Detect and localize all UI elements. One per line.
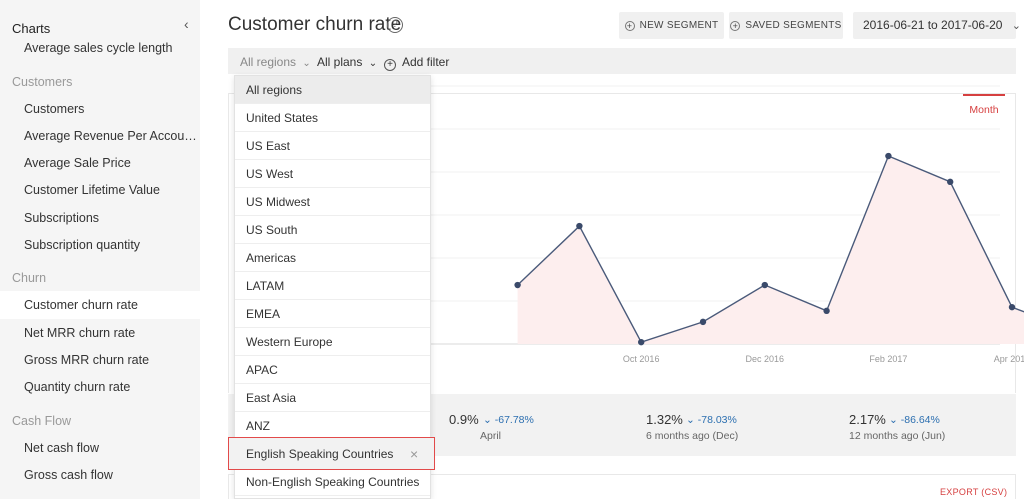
sidebar-item-average-sale-price[interactable]: Average Sale Price xyxy=(24,156,131,170)
dropdown-item-apac[interactable]: APAC xyxy=(235,356,430,384)
chevron-down-icon: ⌄ xyxy=(1011,20,1022,32)
plan-filter[interactable]: All plans ⌄ xyxy=(317,55,377,69)
sidebar-item-net-mrr-churn-rate[interactable]: Net MRR churn rate xyxy=(24,326,136,340)
sidebar-item-gross-cash-flow[interactable]: Gross cash flow xyxy=(24,468,113,482)
saved-segments-button[interactable]: + SAVED SEGMENTS xyxy=(729,12,843,39)
dropdown-item-non-english-speaking-countries[interactable]: Non-English Speaking Countries xyxy=(235,468,430,496)
dropdown-item-east-asia[interactable]: East Asia xyxy=(235,384,430,412)
plus-circle-icon: + xyxy=(384,59,396,71)
plus-circle-icon: + xyxy=(624,21,635,31)
stat-change: ⌄ -86.64% xyxy=(889,414,940,426)
dropdown-item-united-states[interactable]: United States xyxy=(235,104,430,132)
x-tick-label: Dec 2016 xyxy=(746,354,785,364)
data-point xyxy=(1008,303,1016,311)
plan-filter-label: All plans xyxy=(317,55,363,69)
export-csv-button[interactable]: EXPORT (CSV) xyxy=(940,487,1008,497)
stat-label: 6 months ago (Dec) xyxy=(646,430,739,442)
stat-change: ⌄ -78.03% xyxy=(686,414,737,426)
sidebar-item-net-cash-flow[interactable]: Net cash flow xyxy=(24,441,100,455)
date-range-label: 2016-06-21 to 2017-06-20 xyxy=(863,18,1003,32)
chevron-down-icon: ⌄ xyxy=(686,414,695,426)
data-point xyxy=(761,281,768,289)
x-tick-label: Apr 2017 xyxy=(994,354,1024,364)
sidebar-item-gross-mrr-churn-rate[interactable]: Gross MRR churn rate xyxy=(24,353,150,367)
dropdown-item-anz[interactable]: ANZ xyxy=(235,412,430,440)
saved-segments-label: SAVED SEGMENTS xyxy=(745,20,842,31)
region-filter-label: All regions xyxy=(240,55,297,69)
data-point xyxy=(885,152,892,160)
sidebar-item-subscription-quantity[interactable]: Subscription quantity xyxy=(24,238,141,252)
stat-label: 12 months ago (Jun) xyxy=(849,430,946,442)
sidebar-active-highlight xyxy=(0,291,200,319)
stat-change-value: -78.03% xyxy=(697,414,737,426)
new-segment-button[interactable]: + NEW SEGMENT xyxy=(619,12,724,39)
sidebar-item-customer-churn-rate[interactable]: Customer churn rate xyxy=(24,298,138,312)
add-filter-button[interactable]: + Add filter xyxy=(384,55,449,71)
data-point xyxy=(638,338,645,346)
dropdown-item-latam[interactable]: LATAM xyxy=(235,272,430,300)
sidebar-item-customer-lifetime-value[interactable]: Customer Lifetime Value xyxy=(24,183,160,197)
date-range-picker[interactable]: 2016-06-21 to 2017-06-20 ⌄ xyxy=(853,12,1021,39)
dropdown-item-us-east[interactable]: US East xyxy=(235,132,430,160)
dropdown-item-americas[interactable]: Americas xyxy=(235,244,430,272)
sidebar-section-churn: Churn xyxy=(12,271,47,285)
series-line xyxy=(517,155,1024,344)
dropdown-item-us-midwest[interactable]: US Midwest xyxy=(235,188,430,216)
dropdown-item-english-speaking-countries[interactable] xyxy=(228,437,435,470)
x-tick-label: Oct 2016 xyxy=(623,354,660,364)
add-filter-label: Add filter xyxy=(402,55,450,69)
dropdown-item-emea[interactable]: EMEA xyxy=(235,300,430,328)
data-point xyxy=(514,281,521,289)
sidebar-item-customers[interactable]: Customers xyxy=(24,102,85,116)
data-point xyxy=(823,307,830,315)
chevron-down-icon: ⌄ xyxy=(368,58,378,69)
help-icon[interactable]: ? xyxy=(387,17,403,33)
collapse-sidebar-icon[interactable]: ‹ xyxy=(184,16,189,32)
data-point xyxy=(576,222,583,230)
chart-card xyxy=(228,93,1016,393)
dropdown-item-us-west[interactable]: US West xyxy=(235,160,430,188)
stat-change-value: -67.78% xyxy=(494,414,534,426)
sidebar-section-customers: Customers xyxy=(12,75,73,89)
stat-value: 1.32% xyxy=(646,412,683,427)
plus-circle-icon: + xyxy=(730,21,741,31)
filter-bar xyxy=(228,48,1016,74)
area-fill xyxy=(517,156,1024,344)
region-dropdown: All regions United States US East US Wes… xyxy=(234,75,431,499)
dropdown-item-us-south[interactable]: US South xyxy=(235,216,430,244)
stat-value: 0.9% xyxy=(449,412,479,427)
sidebar-item-arpa[interactable]: Average Revenue Per Accou… xyxy=(24,129,197,143)
page-title: Customer churn rate xyxy=(228,14,402,35)
chevron-down-icon: ⌄ xyxy=(302,58,311,69)
dropdown-item-label: English Speaking Countries xyxy=(246,447,394,461)
sidebar-section-cash-flow: Cash Flow xyxy=(12,414,72,428)
sidebar-item-quantity-churn-rate[interactable]: Quantity churn rate xyxy=(24,380,131,394)
sidebar-item-subscriptions[interactable]: Subscriptions xyxy=(24,211,100,225)
sidebar-item-average-sales-cycle-length[interactable]: Average sales cycle length xyxy=(24,41,173,55)
stat-label: April xyxy=(480,430,502,442)
sidebar-header: Charts xyxy=(12,21,51,36)
month-view-tab[interactable]: Month xyxy=(963,94,1005,116)
chevron-down-icon: ⌄ xyxy=(889,414,898,426)
chevron-down-icon: ⌄ xyxy=(483,414,492,426)
data-point xyxy=(699,318,707,326)
sidebar: Charts ‹ Average sales cycle length Cust… xyxy=(0,0,200,499)
dropdown-item-all-regions[interactable]: All regions xyxy=(235,76,430,104)
stat-change-value: -86.64% xyxy=(900,414,940,426)
close-icon[interactable]: × xyxy=(410,446,419,462)
stat-value: 2.17% xyxy=(849,412,886,427)
stat-change: ⌄ -67.78% xyxy=(483,414,534,426)
region-filter[interactable]: All regions ⌄ xyxy=(240,55,311,69)
dropdown-item-western-europe[interactable]: Western Europe xyxy=(235,328,430,356)
x-tick-label: Feb 2017 xyxy=(869,354,907,364)
bottom-card xyxy=(228,474,1016,499)
new-segment-label: NEW SEGMENT xyxy=(639,20,719,31)
data-point xyxy=(947,178,954,186)
